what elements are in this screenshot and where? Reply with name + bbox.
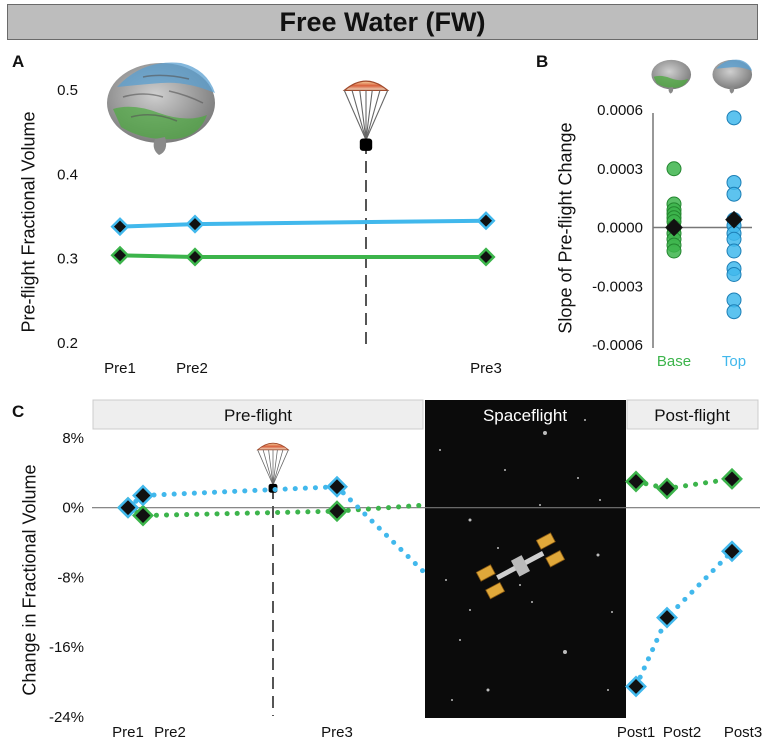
panel-c-top-marker (625, 675, 647, 698)
panel-c-x-tick-label: Post3 (724, 724, 762, 741)
panel-c-top-marker (117, 496, 139, 519)
panel-c-label: C (12, 402, 25, 421)
panel-c-x-tick-label: Pre1 (112, 724, 144, 741)
panel-c-y-tick-label: 8% (62, 430, 84, 447)
panel-a-y-tick-label: 0.4 (57, 166, 78, 183)
panel-b-y-tick-label: -0.0003 (592, 278, 643, 295)
panel-b-top-point (726, 267, 742, 282)
panel-c-y-tick-label: -16% (49, 639, 84, 656)
panel-b-y-tick-label: 0.0006 (597, 102, 643, 119)
star (445, 579, 447, 581)
panel-a-top-line (119, 218, 487, 229)
panel-b-top-point (726, 186, 742, 202)
panel-c-base-marker (326, 500, 348, 523)
phase-band-post-flight (626, 399, 759, 430)
panel-a-base-line (119, 253, 486, 259)
star (607, 689, 609, 691)
panel-a-y-tick-label: 0.5 (57, 82, 78, 99)
panel-b-y-tick-label: 0.0000 (597, 220, 643, 237)
figure-title: Free Water (FW) (279, 6, 486, 37)
panel-c-top-postflight-line (633, 548, 735, 689)
spaceflight-panel (425, 400, 626, 718)
panel-c-top-marker (326, 475, 348, 498)
panel-a-x-tick-label: Pre1 (104, 360, 136, 377)
panel-c-y-tick-label: 0% (62, 500, 84, 517)
star (486, 688, 490, 692)
brain-icon (107, 62, 215, 155)
panel-b-y-tick-label: -0.0006 (592, 337, 643, 354)
star (599, 499, 601, 501)
panel-c-top-marker (721, 540, 743, 563)
panel-b-top-point (726, 243, 742, 259)
panel-b-top-point (726, 304, 742, 320)
star (563, 650, 567, 654)
panel-c-base-marker (625, 470, 647, 493)
phase-label: Pre-flight (224, 406, 292, 425)
star (504, 469, 506, 471)
star (497, 547, 499, 549)
panel-a-top-marker (185, 214, 205, 234)
star (519, 584, 521, 586)
panel-a-x-tick-label: Pre3 (470, 360, 502, 377)
panel-c-base-preflight-line (125, 502, 428, 519)
panel-c-x-tick-label: Post2 (663, 724, 701, 741)
panel-c-x-tick-label: Pre3 (321, 724, 353, 741)
star (596, 553, 600, 557)
panel-b-base-point (666, 161, 682, 177)
brain-icon (651, 59, 692, 94)
star (531, 601, 533, 603)
panel-c-base-marker (721, 467, 743, 490)
star (451, 699, 453, 701)
panel-a-base-marker (110, 245, 130, 265)
star (539, 504, 541, 506)
star (439, 449, 441, 451)
panel-c-base-marker (132, 504, 154, 527)
phase-label: Post-flight (654, 406, 730, 425)
phase-label: Spaceflight (483, 406, 567, 425)
star (611, 611, 613, 613)
panel-c-base-marker (656, 477, 678, 500)
panel-b-label: B (536, 52, 549, 71)
panel-c-top-marker (132, 484, 154, 507)
panel-b-category-label: Base (657, 353, 691, 370)
star (577, 477, 579, 479)
star (584, 419, 586, 421)
panel-c-x-tick-label: Pre2 (154, 724, 186, 741)
figure-title-bar: Free Water (FW) (7, 4, 758, 40)
parachute-icon (342, 80, 390, 151)
brain-icon (712, 59, 753, 94)
panel-c-top-marker (656, 606, 678, 629)
panel-a-top-marker (476, 211, 496, 231)
panel-b-y-tick-label: 0.0003 (597, 161, 643, 178)
panel-b-base-point (666, 243, 682, 259)
panel-b-base-mean-marker (665, 218, 683, 237)
panel-b-category-label: Top (722, 353, 746, 370)
star (469, 609, 471, 611)
star (468, 518, 472, 522)
panel-a-x-tick-label: Pre2 (176, 360, 208, 377)
panel-a-y-tick-label: 0.3 (57, 251, 78, 268)
phase-band-pre-flight (92, 399, 424, 430)
panel-a-y-tick-label: 0.2 (57, 335, 78, 352)
panel-c-y-tick-label: -24% (49, 709, 84, 726)
star (543, 431, 547, 435)
star (459, 639, 461, 641)
panel-c-y-tick-label: -8% (57, 569, 84, 586)
parachute-icon (256, 442, 290, 493)
panel-a-top-marker (110, 217, 130, 237)
panel-b-top-point (726, 110, 742, 126)
panel-c-base-postflight-line (633, 476, 735, 492)
panel-a-label: A (12, 52, 25, 71)
panel-c-top-preflight-line (125, 484, 428, 576)
panel-a-base-marker (185, 247, 205, 267)
panel-c-chart: Pre-flight Spaceflight Post-flight 8% 0% -8% -… (49, 399, 762, 741)
panel-b-top-mean-marker (725, 210, 743, 229)
panel-a-base-marker (476, 247, 496, 267)
panel-c-x-tick-label: Post1 (617, 724, 655, 741)
space-station-icon (475, 532, 566, 600)
